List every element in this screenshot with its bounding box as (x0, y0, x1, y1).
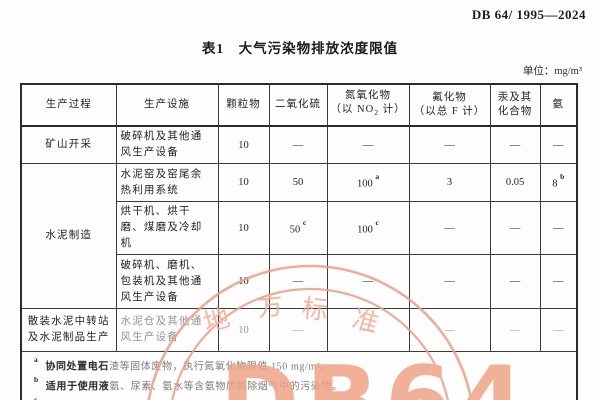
col-header-mercury: 汞及其 化合物 (489, 83, 541, 127)
footnote-a: a协同处置电石渣等固体废物，执行氮氧化物限值 150 mg/m³。 (34, 355, 331, 373)
table-caption: 表1 大气污染物排放浓度限值 (201, 41, 399, 56)
cell-process: 散装水泥中转站及水泥制品生产 (20, 308, 117, 352)
cell-mercury: — (489, 125, 541, 164)
cell-pm: 10 (217, 308, 270, 352)
cell-pm: 10 (217, 254, 270, 309)
col-header-so2: 二氧化硫 (268, 83, 328, 127)
col-header-facility: 生产设施 (115, 83, 219, 127)
cell-ammonia: 8 b (539, 163, 578, 202)
col-header-nox-line1: 氮氧化物 (345, 90, 391, 102)
cell-device: 水泥窑及窑尾余热利用系统 (115, 163, 219, 202)
table-row: 烘干机、烘干磨、煤磨及冷却机 10 50 c 100 c — — — (21, 201, 578, 255)
col-header-fluoride-line2: （以总 F 计） (413, 106, 486, 117)
cell-nox: — (326, 125, 410, 164)
header-row: 生产过程 生产设施 颗粒物 二氧化硫 氮氧化物 （以 NO2 计） 氟化物 （以… (20, 83, 578, 127)
cell-ammonia: — (539, 201, 578, 255)
col-header-process: 生产过程 (20, 83, 117, 127)
cell-so2: 50 (268, 163, 328, 202)
cell-ammonia: — (539, 308, 578, 352)
table-row: 水泥制造 水泥窑及窑尾余热利用系统 10 50 100 a 3 0.05 8 b (20, 163, 578, 309)
table-row: 散装水泥中转站及水泥制品生产 水泥仓及其他通风生产设备 10 — — — — — (20, 308, 578, 352)
cell-device: 破碎机、磨机、包装机及其他通风生产设备 (115, 254, 219, 309)
cell-fluoride: 3 (408, 163, 491, 202)
emission-limits-table: 生产过程 生产设施 颗粒物 二氧化硫 氮氧化物 （以 NO2 计） 氟化物 （以… (20, 83, 578, 400)
cell-so2: — (268, 125, 328, 164)
col-header-fluoride-line1: 氟化物 (432, 92, 467, 103)
cell-pm: 10 (217, 201, 270, 255)
cell-fluoride: — (408, 254, 491, 309)
col-header-nox: 氮氧化物 （以 NO2 计） (326, 83, 410, 127)
footnotes-cell: a协同处置电石渣等固体废物，执行氮氧化物限值 150 mg/m³。 b适用于使用… (20, 351, 578, 400)
cell-so2: 50 c (268, 201, 328, 255)
cell-pm: 10 (217, 163, 270, 202)
col-header-ammonia: 氨 (539, 83, 578, 127)
cell-device: 烘干机、烘干磨、煤磨及冷却机 (115, 201, 219, 255)
cell-fluoride: — (408, 308, 491, 352)
unit-label: 单位：mg/m³ (522, 66, 582, 77)
cell-process: 矿山开采 (20, 125, 117, 164)
col-header-mercury-line2: 化合物 (497, 106, 533, 117)
cell-mercury: — (489, 201, 541, 255)
cell-ammonia: — (539, 254, 578, 309)
cell-nox: — (326, 308, 410, 352)
cell-device: 破碎机及其他通风生产设备 (115, 125, 219, 164)
cell-ammonia: — (539, 125, 578, 164)
cell-pm: 10 (217, 125, 270, 164)
footnote-b: b适用于使用液氨、尿素、氨水等含氨物质脱除烟气中的污染物。 (34, 374, 343, 393)
table-row: 矿山开采 破碎机及其他通风生产设备 10 — — — — — (20, 125, 578, 164)
cell-mercury: — (489, 308, 541, 352)
cell-nox: 100 a (326, 163, 410, 202)
cell-device: 水泥仓及其他通风生产设备 (115, 308, 219, 352)
col-header-mercury-line1: 汞及其 (497, 92, 533, 103)
cell-so2: — (268, 308, 328, 352)
col-header-pm: 颗粒物 (217, 83, 270, 127)
doc-number: DB 64/ 1995—2024 (471, 7, 586, 22)
footnotes-row: a协同处置电石渣等固体废物，执行氮氧化物限值 150 mg/m³。 b适用于使用… (20, 351, 578, 400)
cell-mercury: — (489, 254, 541, 309)
cell-nox: — (326, 254, 410, 309)
cell-fluoride: — (408, 125, 491, 164)
cell-nox: 100 c (326, 201, 410, 255)
cell-mercury: 0.05 (489, 163, 541, 202)
cell-so2: — (268, 254, 328, 309)
col-header-fluoride: 氟化物 （以总 F 计） (408, 83, 491, 127)
cell-fluoride: — (408, 201, 491, 255)
footnote-c: c适用于采用独立热源的烘干设备。 (34, 394, 38, 400)
cell-process: 水泥制造 (20, 163, 117, 309)
col-header-nox-line2: （以 NO2 计） (330, 104, 406, 118)
